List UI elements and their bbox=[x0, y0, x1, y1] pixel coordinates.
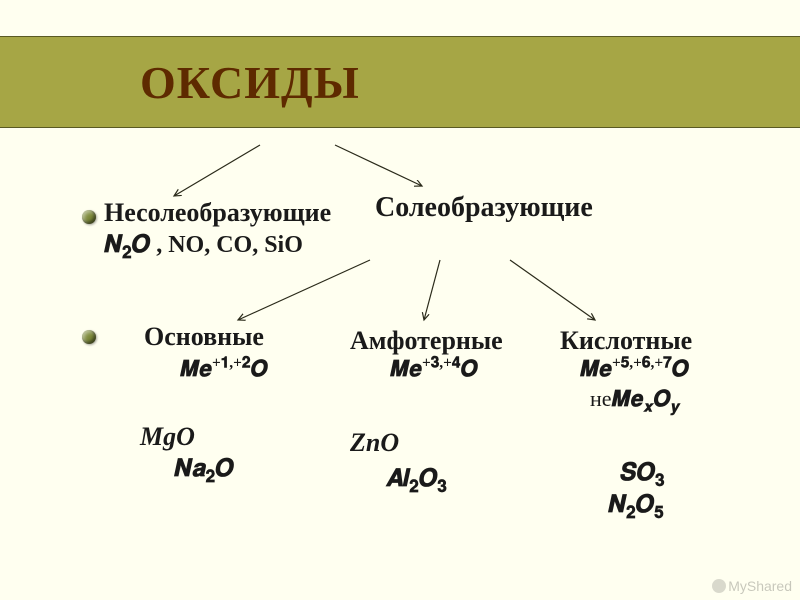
amphoteric-example-1: ZnO bbox=[350, 428, 399, 458]
basic-example-1: MgO bbox=[140, 422, 195, 452]
amphoteric-rule: 𝑴𝒆+𝟑,+𝟒𝑶 bbox=[390, 356, 478, 382]
watermark: MyShared bbox=[712, 578, 792, 594]
salt-forming-label: Солеобразующие bbox=[375, 192, 593, 224]
basic-rule: 𝑴𝒆+𝟏,+𝟐𝑶 bbox=[180, 356, 268, 382]
basic-example-2: 𝑵𝒂𝟐𝑶 bbox=[174, 456, 234, 483]
amphoteric-label: Амфотерные bbox=[350, 326, 503, 356]
acidic-rule: 𝑴𝒆+𝟓,+𝟔,+𝟕𝑶 bbox=[580, 356, 689, 382]
acidic-label: Кислотные bbox=[560, 326, 692, 356]
acidic-example-2: 𝑵𝟐𝑶𝟓 bbox=[608, 492, 664, 519]
watermark-icon bbox=[712, 579, 726, 593]
non-salt-forming-label: Несолеобразующие bbox=[104, 198, 331, 228]
basic-label: Основные bbox=[144, 322, 264, 352]
amphoteric-example-2: 𝑨𝒍𝟐𝑶𝟑 bbox=[386, 466, 447, 493]
arrow-icon bbox=[0, 0, 800, 600]
non-salt-forming-examples: 𝑵𝟐𝑶 , NO, CO, SiO bbox=[104, 232, 303, 259]
acidic-not-prefix: не bbox=[590, 386, 612, 411]
watermark-text: MyShared bbox=[728, 578, 792, 594]
slide: ОКСИДЫ Несолеобразующие 𝑵𝟐𝑶 , NO, CO, Si… bbox=[0, 0, 800, 600]
acidic-example-1: 𝑺𝑶𝟑 bbox=[620, 460, 664, 487]
acidic-not-rule: 𝑴𝒆𝒙𝑶𝒚 bbox=[612, 386, 681, 411]
